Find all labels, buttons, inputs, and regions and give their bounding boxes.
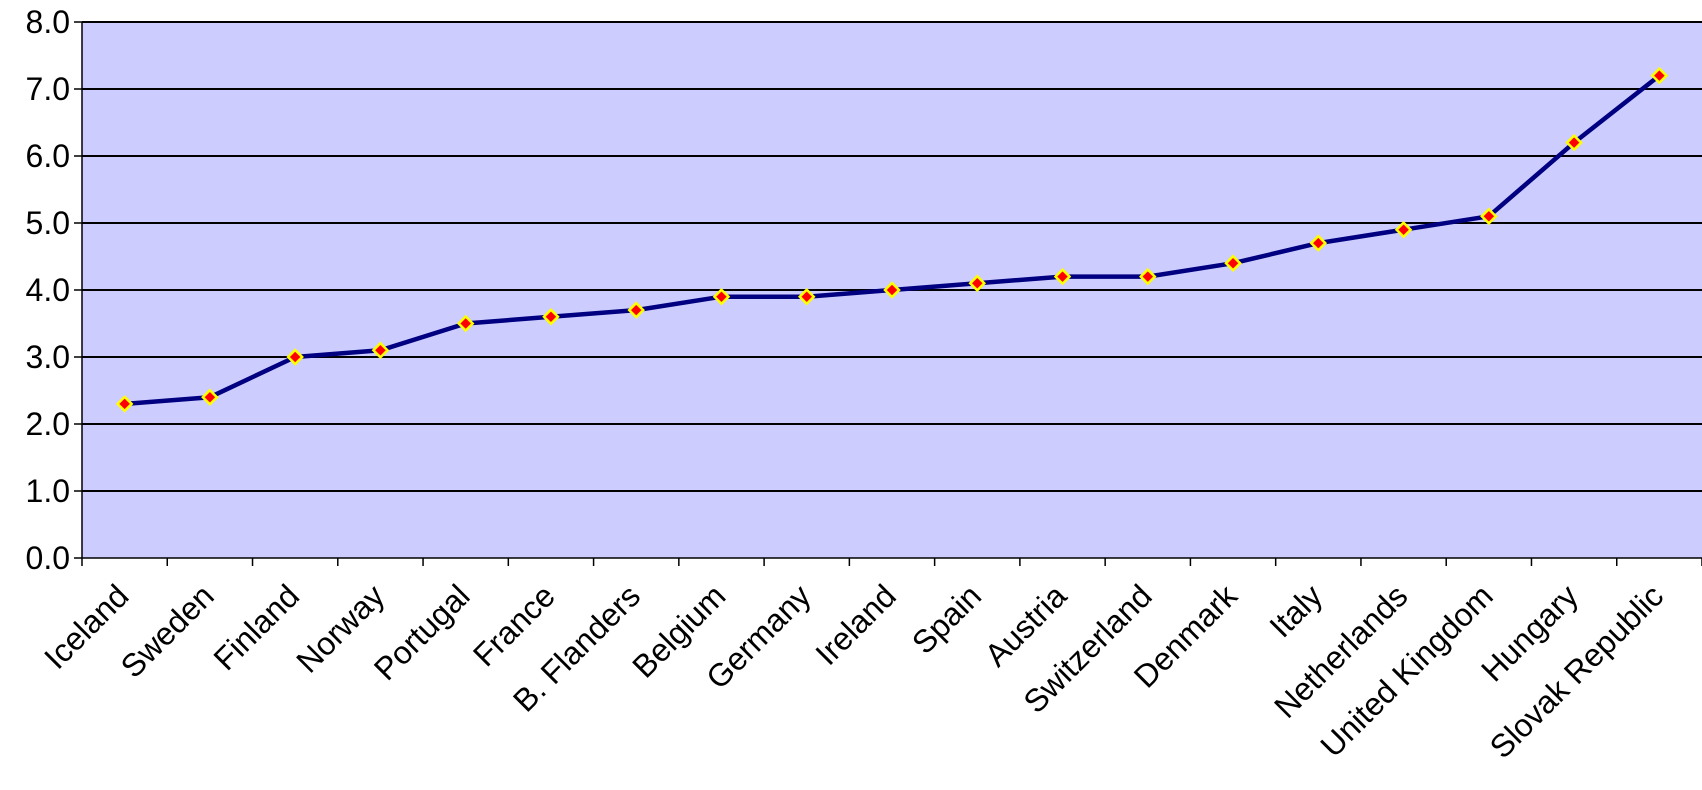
data-point	[542, 308, 560, 326]
data-point	[286, 348, 304, 366]
axes	[81, 22, 1702, 566]
series-group	[115, 66, 1669, 413]
data-point	[1309, 234, 1328, 252]
data-point	[456, 314, 475, 333]
data-point	[627, 301, 645, 319]
data-point	[1053, 267, 1072, 286]
x-tick-label: Italy	[1262, 577, 1329, 644]
data-point	[115, 395, 134, 413]
y-tick-label: 0.0	[26, 540, 70, 576]
y-tick-label: 3.0	[26, 339, 70, 375]
x-axis-tick-labels: IcelandSwedenFinlandNorwayPortugalFrance…	[37, 577, 1670, 765]
x-tick-label: Finland	[206, 577, 306, 677]
x-tick-label: Sweden	[114, 577, 221, 684]
data-point	[1139, 267, 1157, 286]
y-tick-label: 7.0	[26, 71, 70, 107]
data-point	[1650, 66, 1669, 85]
data-point	[1480, 207, 1498, 226]
data-point	[1565, 133, 1583, 152]
data-point	[797, 287, 816, 306]
data-point	[201, 388, 219, 406]
data-point	[1224, 254, 1242, 272]
x-tick-label: Ireland	[808, 577, 903, 672]
data-point	[968, 274, 987, 293]
y-tick-label: 4.0	[26, 272, 70, 308]
y-tick-label: 8.0	[26, 4, 70, 40]
y-tick-label: 2.0	[26, 406, 70, 442]
y-tick-label: 1.0	[26, 473, 70, 509]
y-axis-tick-labels: 0.0 1.0 2.0 3.0 4.0 5.0 6.0 7.0 8.0	[26, 4, 70, 576]
x-tick-label: Spain	[905, 577, 988, 660]
y-tick-label: 6.0	[26, 138, 70, 174]
y-tick-label: 5.0	[26, 205, 70, 241]
data-point	[712, 287, 731, 306]
data-point	[371, 341, 390, 360]
x-tick-label: Portugal	[367, 577, 477, 687]
data-point	[883, 281, 901, 299]
data-point	[1394, 220, 1413, 239]
